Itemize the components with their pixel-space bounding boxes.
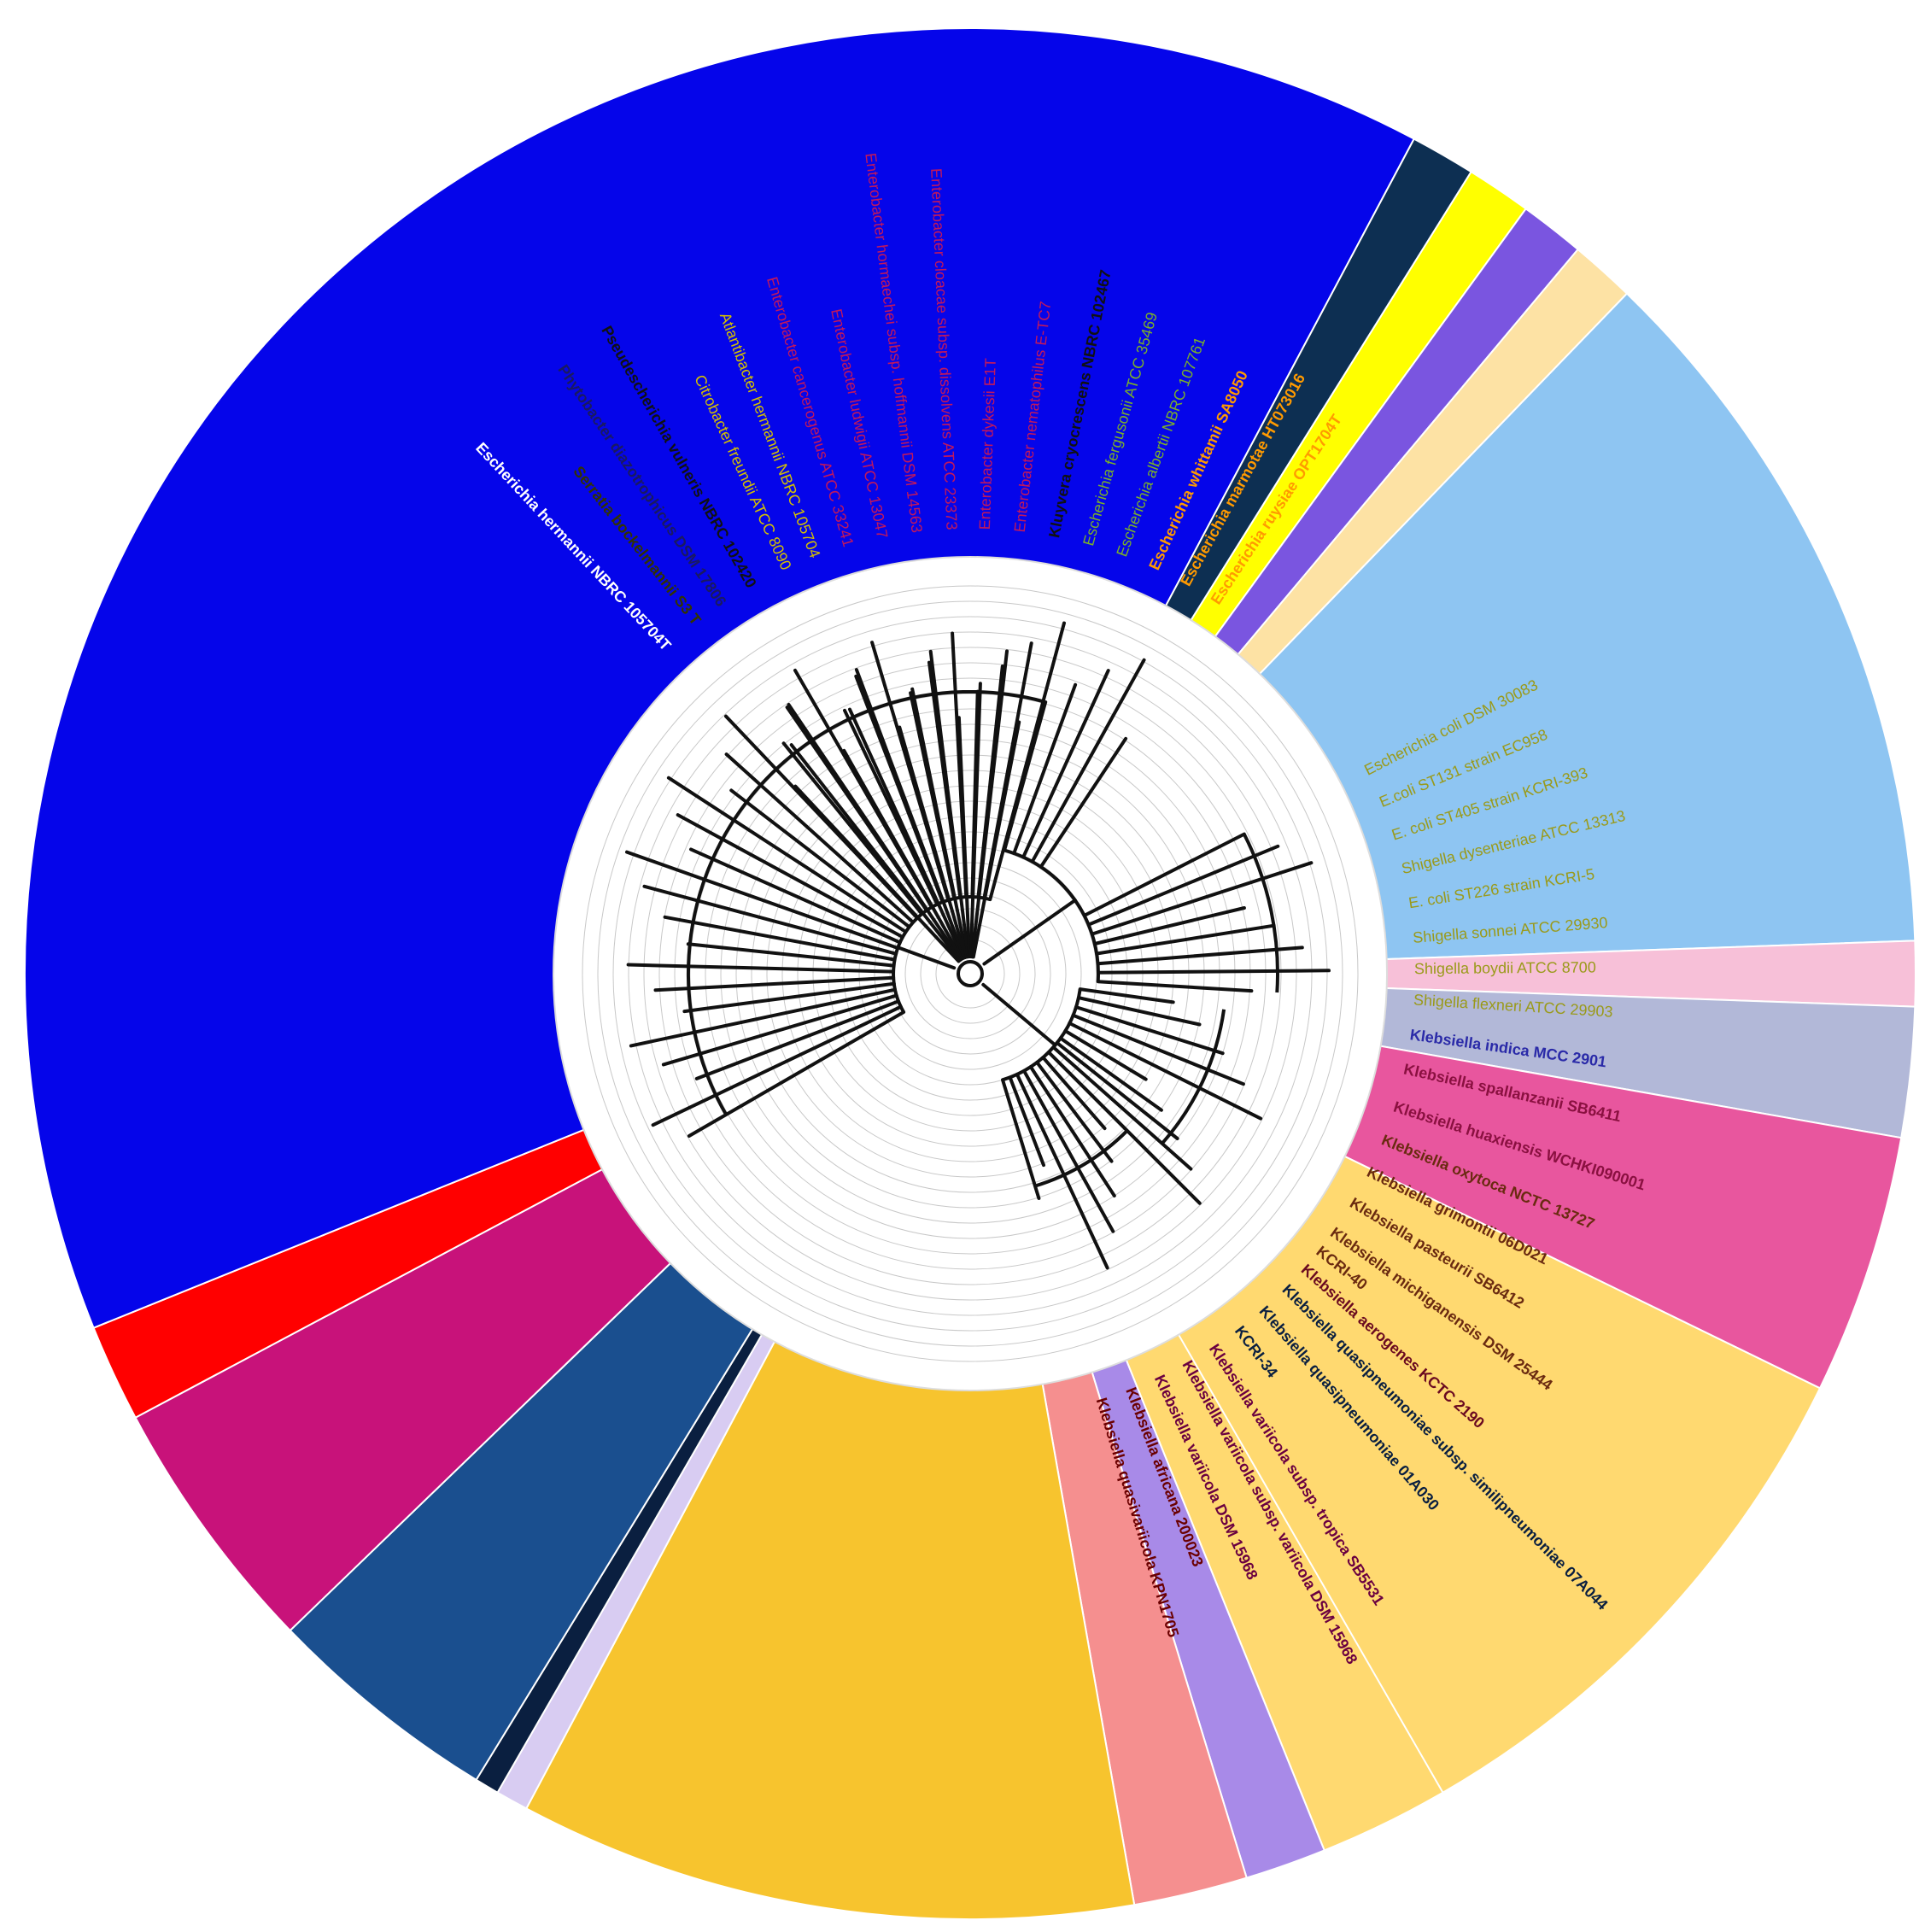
tree-branch: [689, 847, 902, 945]
tree-branch: [687, 1010, 906, 1138]
guide-ring: [643, 647, 1297, 1301]
tree-background-disc: [553, 556, 1388, 1391]
tree-branch: [1041, 1056, 1107, 1131]
guide-ring: [689, 693, 1251, 1255]
guide-ring: [766, 770, 1174, 1178]
guide-ring: [889, 893, 1051, 1055]
tree-branch: [951, 631, 968, 899]
tree-branch: [982, 899, 1077, 966]
tree-branch: [653, 975, 896, 992]
tree-branch: [982, 641, 1033, 900]
tree-branch: [1096, 980, 1254, 993]
guide-ring: [674, 677, 1267, 1270]
tree-branch: [1078, 987, 1175, 1004]
tree-branches: [625, 621, 1331, 1270]
tree-branch: [626, 963, 895, 974]
tree-root: [957, 960, 984, 987]
tree-branch: [1086, 844, 1280, 927]
guide-ring: [628, 631, 1313, 1316]
tree-branch: [666, 776, 908, 934]
tree-branch: [789, 743, 962, 963]
tree-branch: [724, 752, 916, 924]
tree-branch: [793, 668, 933, 910]
tree-branch: [1074, 1005, 1225, 1056]
tree-branch: [909, 691, 957, 900]
tree-branch: [1071, 1013, 1245, 1086]
tree-branch: [694, 999, 900, 1080]
guide-ring: [612, 616, 1328, 1332]
tree-branch: [729, 788, 911, 929]
tree-disc-edge: [553, 556, 1388, 1391]
guide-ring: [735, 739, 1205, 1209]
tree-branch: [661, 993, 898, 1067]
tree-branch: [1015, 1072, 1109, 1270]
tree-branch: [682, 981, 896, 1014]
guide-ring: [920, 923, 1021, 1024]
tree-branch: [663, 915, 897, 962]
tree-branch: [1058, 1036, 1163, 1112]
tree-branch: [686, 942, 896, 968]
tree-branch: [1095, 923, 1276, 956]
guide-ring: [874, 877, 1067, 1070]
tree-branch: [1021, 669, 1110, 859]
tree-branch: [1030, 658, 1146, 864]
tree-branch: [1090, 861, 1314, 936]
guide-ring: [582, 585, 1359, 1362]
guide-ring: [858, 862, 1082, 1086]
guide-ring: [720, 723, 1220, 1224]
guide-ring: [705, 708, 1236, 1239]
tree-branch: [1161, 1009, 1226, 1145]
tree-branch: [1076, 996, 1202, 1027]
guide-ring: [751, 754, 1190, 1193]
tree-branch: [1035, 1060, 1114, 1163]
tree-branch: [981, 982, 1057, 1047]
tree-branch: [625, 850, 900, 950]
tree-branch: [1051, 1045, 1193, 1171]
tree-branch: [848, 707, 965, 960]
tree-branch: [1012, 682, 1078, 855]
tree-branch: [651, 1004, 903, 1127]
tree-branch: [1022, 1068, 1115, 1233]
guide-ring: [658, 662, 1282, 1285]
tree-branch: [1008, 1075, 1045, 1168]
leaf-label: Shigella boydii ATCC 8700: [1414, 958, 1596, 977]
tree-branch: [676, 813, 904, 940]
tree-branch: [642, 884, 898, 956]
tree-branch: [1082, 832, 1246, 917]
tree-branch: [896, 946, 957, 970]
tree-branch: [1039, 736, 1128, 869]
tree-branch: [1092, 906, 1246, 946]
tree-disc: [553, 557, 1387, 1390]
tree-branch: [1055, 1040, 1179, 1140]
tree-branch: [1063, 1029, 1148, 1081]
tree-branch: [927, 660, 962, 899]
tree-branch: [843, 708, 939, 906]
guide-ring: [597, 600, 1343, 1347]
tree-branch: [1001, 1078, 1041, 1200]
tree-branch: [629, 987, 897, 1048]
tree-branch: [988, 621, 1066, 902]
tree-branch: [870, 641, 951, 902]
tree-branch: [1068, 1022, 1263, 1121]
tree-branch: [1097, 969, 1331, 975]
tree-branch: [1096, 946, 1304, 966]
tree-branch: [724, 714, 919, 920]
tree-branch: [976, 664, 1004, 899]
tree-branch: [1034, 1129, 1129, 1188]
tree-branch: [1243, 833, 1279, 993]
tree-branch: [1046, 1050, 1202, 1205]
tree-branch: [854, 674, 945, 904]
tree-branch: [1028, 1065, 1116, 1197]
tree-branch: [957, 955, 974, 963]
tree-branch: [970, 689, 980, 899]
tree-branch: [687, 689, 1044, 1115]
guide-ring: [904, 908, 1036, 1039]
tree-branch: [781, 741, 924, 916]
